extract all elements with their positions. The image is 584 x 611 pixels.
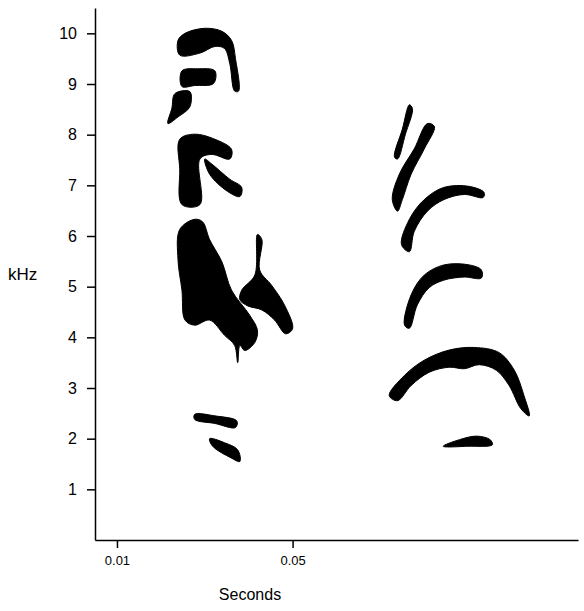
sound-blob: [389, 347, 529, 416]
y-tick: 6: [68, 228, 95, 245]
y-tick-label: 4: [68, 329, 77, 346]
y-tick-label: 7: [68, 177, 77, 194]
y-axis-title: kHz: [8, 265, 37, 284]
x-tick-label: 0.05: [280, 553, 305, 568]
y-tick-mark: [87, 33, 95, 35]
y-tick-mark: [87, 489, 95, 491]
sound-blob: [240, 234, 293, 333]
x-tick: 0.05: [280, 540, 305, 568]
y-tick: 5: [68, 278, 95, 295]
sound-blob: [394, 105, 412, 159]
x-tick-label: 0.01: [105, 553, 130, 568]
y-tick: 1: [68, 481, 95, 498]
sound-blob: [194, 414, 238, 428]
y-tick-mark: [87, 286, 95, 288]
x-tick: 0.01: [105, 540, 130, 568]
sound-blob: [205, 159, 243, 197]
y-tick-label: 3: [68, 380, 77, 397]
y-tick: 10: [59, 25, 95, 42]
y-tick-label: 1: [68, 481, 77, 498]
y-tick-label: 6: [68, 228, 77, 245]
y-axis-line: [95, 9, 97, 541]
sound-blob: [177, 28, 239, 92]
y-tick-mark: [87, 84, 95, 86]
y-tick-mark: [87, 438, 95, 440]
x-tick-mark: [117, 540, 119, 548]
y-tick-mark: [87, 185, 95, 187]
y-tick-label: 9: [68, 76, 77, 93]
sound-blob: [180, 69, 216, 88]
y-tick-mark: [87, 388, 95, 390]
x-axis-title: Seconds: [219, 586, 281, 603]
x-axis-line: [96, 540, 579, 542]
y-tick-mark: [87, 134, 95, 136]
y-tick-label: 8: [68, 126, 77, 143]
y-tick: 4: [68, 329, 95, 346]
x-axis: 0.01 0.05: [96, 540, 579, 568]
y-tick: 7: [68, 177, 95, 194]
sound-blob: [443, 436, 492, 447]
y-tick: 3: [68, 380, 95, 397]
sound-blob: [178, 134, 232, 207]
y-tick-label: 10: [59, 25, 77, 42]
y-tick-mark: [87, 337, 95, 339]
sound-blob: [404, 264, 482, 329]
sound-blob: [401, 185, 484, 251]
x-tick-mark: [292, 540, 294, 548]
y-tick: 8: [68, 126, 95, 143]
y-tick: 9: [68, 76, 95, 93]
y-tick: 2: [68, 430, 95, 447]
sound-blob: [209, 438, 240, 461]
y-tick-mark: [87, 236, 95, 238]
sound-blob: [168, 91, 192, 124]
chart: 1 2 3 4 5 6 7 8 9 10 0.01 0.05 kHz Seconds: [0, 0, 584, 611]
plot-area: [168, 28, 530, 461]
y-axis: 1 2 3 4 5 6 7 8 9 10: [59, 9, 95, 541]
y-tick-label: 5: [68, 278, 77, 295]
y-tick-label: 2: [68, 430, 77, 447]
